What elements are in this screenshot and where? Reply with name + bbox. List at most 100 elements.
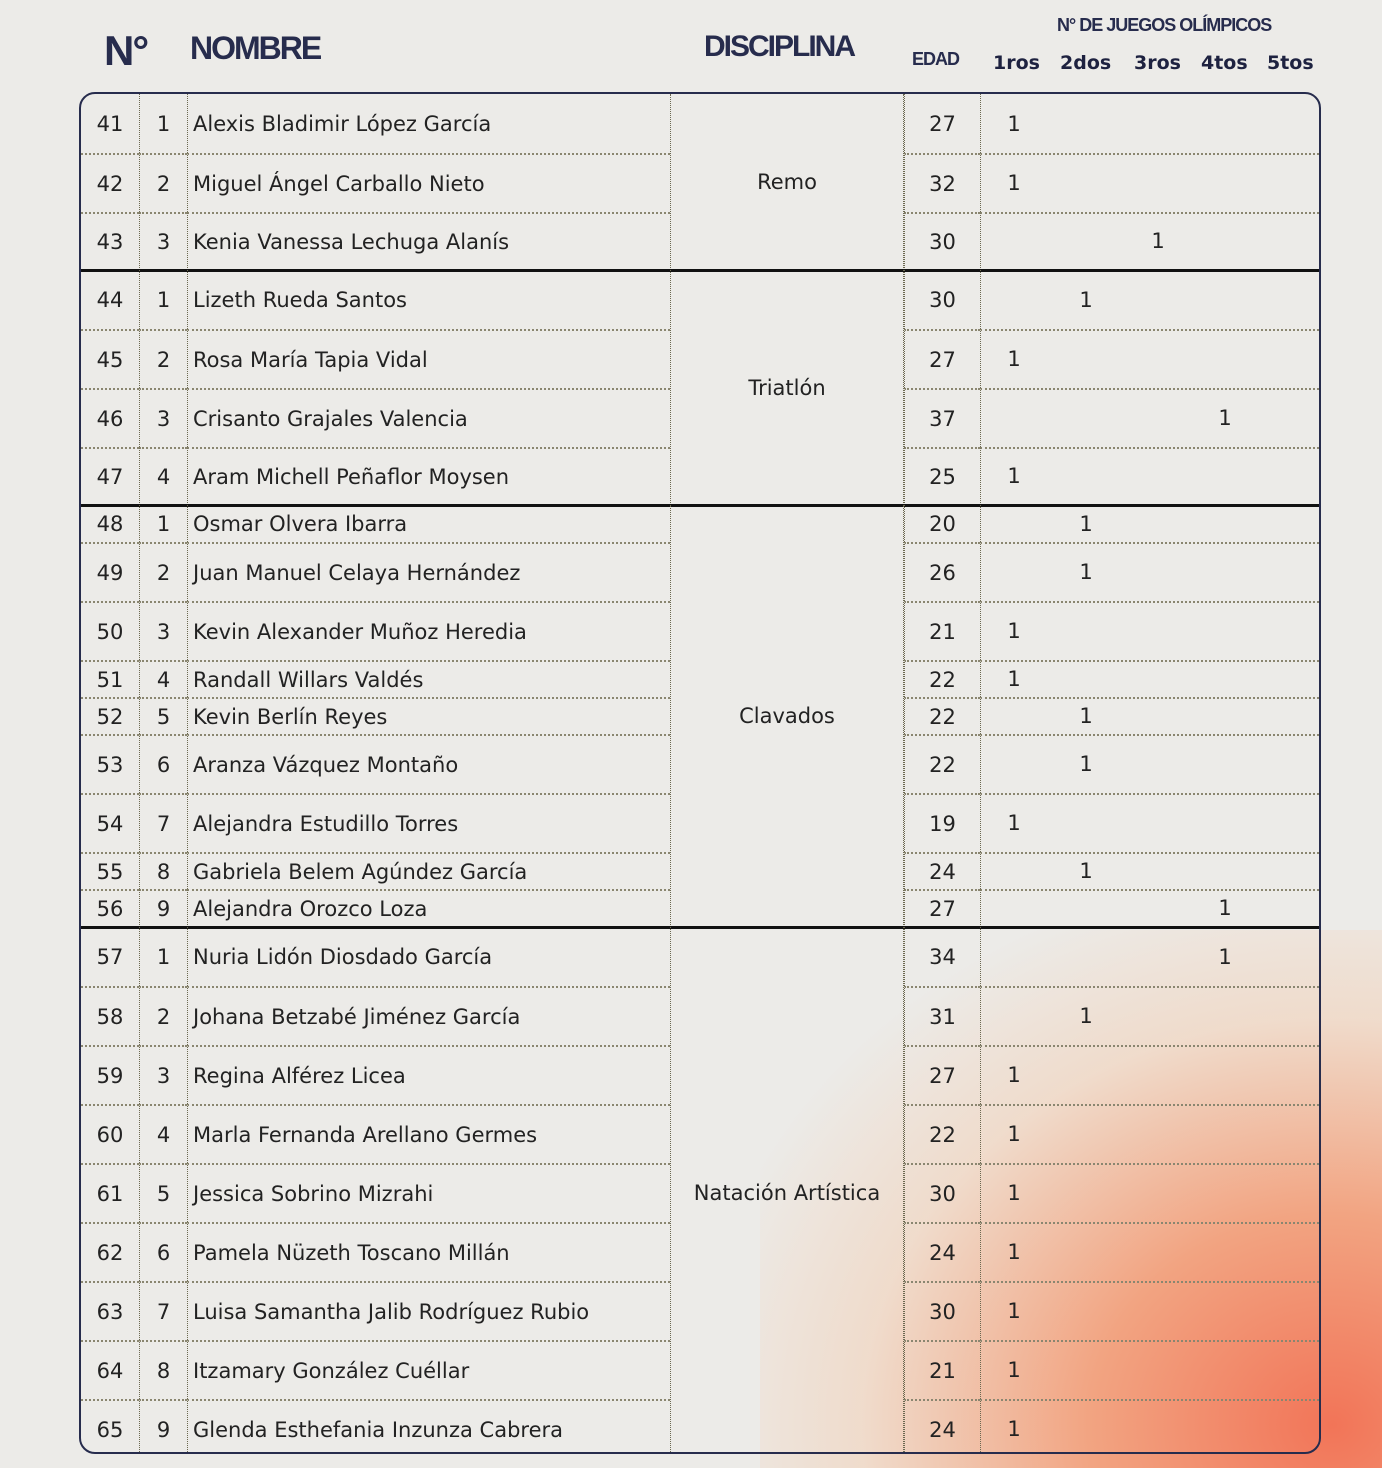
athlete-age: 21 xyxy=(904,1340,980,1399)
athlete-name: Luisa Samantha Jalib Rodríguez Rubio xyxy=(187,1281,670,1340)
games-count-1ros: 1 xyxy=(1007,666,1021,691)
athlete-age: 24 xyxy=(904,852,980,889)
group-index: 4 xyxy=(139,660,187,697)
games-cell xyxy=(980,793,1319,852)
games-cell xyxy=(980,1045,1319,1104)
athlete-name: Juan Manuel Celaya Hernández xyxy=(187,542,670,601)
row-number: 61 xyxy=(81,1163,139,1222)
athlete-name: Alejandra Orozco Loza xyxy=(187,889,670,927)
athlete-name: Kenia Vanessa Lechuga Alanís xyxy=(187,212,670,270)
row-number: 57 xyxy=(96,944,124,969)
games-count-1ros: 1 xyxy=(1007,1416,1021,1441)
header-games-5: 5tos xyxy=(1267,52,1314,74)
row-number: 41 xyxy=(96,111,124,136)
games-count-2dos: 1 xyxy=(1079,703,1093,728)
row-number: 49 xyxy=(81,542,139,601)
athlete-name: Miguel Ángel Carballo Nieto xyxy=(187,153,670,212)
games-cell xyxy=(980,270,1319,329)
row-number: 63 xyxy=(81,1281,139,1340)
athlete-age: 30 xyxy=(904,1281,980,1340)
games-count-1ros: 1 xyxy=(1007,1121,1021,1146)
row-number: 53 xyxy=(81,734,139,793)
athlete-name: Glenda Esthefania Inzunza Cabrera xyxy=(187,1399,670,1452)
group-index: 2 xyxy=(139,329,187,388)
games-cell xyxy=(980,329,1319,388)
group-divider xyxy=(81,504,1319,507)
games-cell xyxy=(980,927,1319,986)
games-cell xyxy=(980,388,1319,447)
group-index: 9 xyxy=(139,889,187,927)
row-number: 54 xyxy=(81,793,139,852)
header-games-4: 4tos xyxy=(1201,52,1248,74)
group-index: 7 xyxy=(139,793,187,852)
games-count-1ros: 1 xyxy=(1007,111,1021,136)
games-count-4tos: 1 xyxy=(1218,944,1232,969)
athlete-age: 22 xyxy=(904,697,980,734)
header-games-2: 2dos xyxy=(1060,52,1112,74)
games-cell xyxy=(980,447,1319,505)
games-cell xyxy=(980,889,1319,927)
athlete-age: 30 xyxy=(904,1163,980,1222)
athlete-name: Alejandra Estudillo Torres xyxy=(187,793,670,852)
row-number: 51 xyxy=(81,660,139,697)
row-number: 47 xyxy=(81,447,139,505)
group-index: 2 xyxy=(139,542,187,601)
athlete-age: 31 xyxy=(904,986,980,1045)
athlete-name: Pamela Nüzeth Toscano Millán xyxy=(187,1222,670,1281)
athlete-age: 21 xyxy=(904,601,980,660)
athlete-name: Nuria Lidón Diosdado García xyxy=(187,927,670,986)
games-count-1ros: 1 xyxy=(1007,618,1021,643)
athlete-age: 30 xyxy=(904,212,980,270)
row-number: 58 xyxy=(81,986,139,1045)
discipline-cell: Clavados xyxy=(670,505,904,927)
athlete-name: Lizeth Rueda Santos xyxy=(187,270,670,329)
athlete-age: 27 xyxy=(904,1045,980,1104)
athlete-age: 24 xyxy=(904,1222,980,1281)
athlete-name: Kevin Alexander Muñoz Heredia xyxy=(187,601,670,660)
athlete-name: Osmar Olvera Ibarra xyxy=(187,505,670,542)
athlete-age: 27 xyxy=(904,94,980,153)
games-cell xyxy=(980,212,1319,270)
games-cell xyxy=(980,660,1319,697)
athlete-age: 34 xyxy=(904,927,980,986)
games-cell xyxy=(980,1340,1319,1399)
games-cell xyxy=(980,1399,1319,1452)
group-divider xyxy=(81,269,1319,272)
games-cell xyxy=(980,153,1319,212)
games-count-1ros: 1 xyxy=(1007,464,1021,488)
games-count-2dos: 1 xyxy=(1079,1003,1093,1028)
group-index: 3 xyxy=(139,388,187,447)
discipline-cell: Natación Artística xyxy=(670,927,904,1452)
athlete-name: Kevin Berlín Reyes xyxy=(187,697,670,734)
games-cell xyxy=(980,1222,1319,1281)
header-age: EDAD xyxy=(912,49,960,69)
group-index: 3 xyxy=(139,212,187,270)
row-number: 43 xyxy=(81,212,139,270)
header-games-1: 1ros xyxy=(993,52,1040,74)
games-cell xyxy=(980,986,1319,1045)
group-index: 7 xyxy=(139,1281,187,1340)
group-index: 5 xyxy=(139,1163,187,1222)
athlete-age: 26 xyxy=(904,542,980,601)
row-number: 64 xyxy=(81,1340,139,1399)
games-count-1ros: 1 xyxy=(1007,346,1021,371)
group-index: 2 xyxy=(139,153,187,212)
row-number: 55 xyxy=(81,852,139,889)
group-index: 8 xyxy=(139,1340,187,1399)
group-index: 4 xyxy=(139,1104,187,1163)
athlete-name: Aranza Vázquez Montaño xyxy=(187,734,670,793)
header-number: N° xyxy=(104,27,149,74)
row-number: 59 xyxy=(81,1045,139,1104)
games-cell xyxy=(980,852,1319,889)
row-number: 44 xyxy=(96,287,124,312)
group-index: 1 xyxy=(139,927,187,986)
athlete-age: 19 xyxy=(904,793,980,852)
group-index: 1 xyxy=(139,270,187,329)
athlete-name: Itzamary González Cuéllar xyxy=(187,1340,670,1399)
group-index: 3 xyxy=(139,601,187,660)
athlete-age: 22 xyxy=(904,734,980,793)
games-cell xyxy=(980,1281,1319,1340)
group-index: 3 xyxy=(139,1045,187,1104)
discipline-cell: Remo xyxy=(670,94,904,270)
games-count-2dos: 1 xyxy=(1079,511,1093,536)
